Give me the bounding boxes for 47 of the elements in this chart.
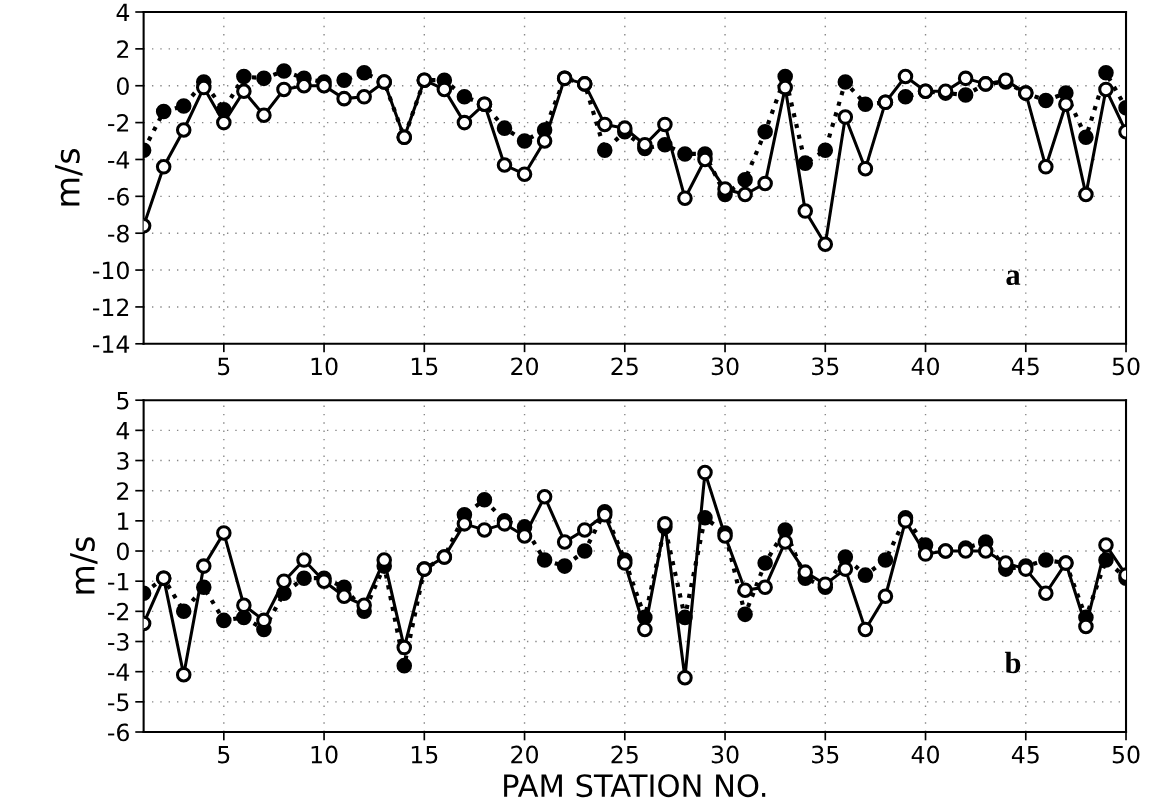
y-axis-title: m/s <box>70 537 98 594</box>
x-tick-label: 5 <box>218 357 230 376</box>
x-tick-label: 20 <box>511 745 539 764</box>
x-tick-label: 10 <box>311 357 338 376</box>
y-tick-label: 1 <box>118 512 129 530</box>
x-tick-label: 30 <box>711 357 739 376</box>
x-tick-label: 50 <box>1112 357 1140 376</box>
annotation: a <box>1006 270 1021 286</box>
x-tick-label: 30 <box>711 745 739 764</box>
y-tick-label: 3 <box>117 451 129 470</box>
y-tick-label: -5 <box>108 693 129 712</box>
y-axis-title: m/s <box>55 148 83 206</box>
x-tick-label: 20 <box>511 357 539 376</box>
x-tick-label: 25 <box>611 357 638 376</box>
y-tick-label: -2 <box>108 114 129 132</box>
y-tick-label: -8 <box>108 224 129 243</box>
x-tick-label: 5 <box>218 745 230 764</box>
x-tick-label: 40 <box>911 357 939 376</box>
x-tick-label: 10 <box>311 745 338 764</box>
y-tick-label: -12 <box>93 298 129 316</box>
y-tick-label: -4 <box>108 151 130 169</box>
y-tick-label: -2 <box>108 602 129 621</box>
x-tick-label: 45 <box>1011 745 1039 764</box>
x-tick-label: 25 <box>611 745 638 764</box>
y-tick-label: 0 <box>116 542 129 561</box>
y-tick-label: 0 <box>116 77 129 96</box>
x-tick-label: 35 <box>812 357 839 376</box>
y-tick-label: -6 <box>108 723 129 742</box>
x-axis-title: PAM STATION NO. <box>504 774 766 798</box>
y-tick-label: -14 <box>93 335 130 353</box>
x-tick-label: 40 <box>911 745 939 764</box>
y-tick-label: 5 <box>117 391 129 410</box>
y-tick-label: 4 <box>116 422 130 440</box>
x-tick-label: 15 <box>411 357 438 376</box>
y-tick-label: -3 <box>108 632 129 651</box>
x-tick-label: 45 <box>1011 357 1039 376</box>
y-tick-label: -6 <box>108 187 129 206</box>
y-tick-label: 4 <box>116 3 130 21</box>
y-tick-label: -4 <box>108 663 130 681</box>
x-tick-label: 35 <box>812 745 839 764</box>
y-tick-label: 2 <box>117 482 129 500</box>
y-tick-label: 2 <box>117 40 129 58</box>
x-tick-label: 15 <box>411 745 438 764</box>
x-tick-label: 50 <box>1112 745 1140 764</box>
annotation: b <box>1004 651 1021 674</box>
y-tick-label: -1 <box>108 572 129 591</box>
y-tick-label: -10 <box>93 261 129 280</box>
